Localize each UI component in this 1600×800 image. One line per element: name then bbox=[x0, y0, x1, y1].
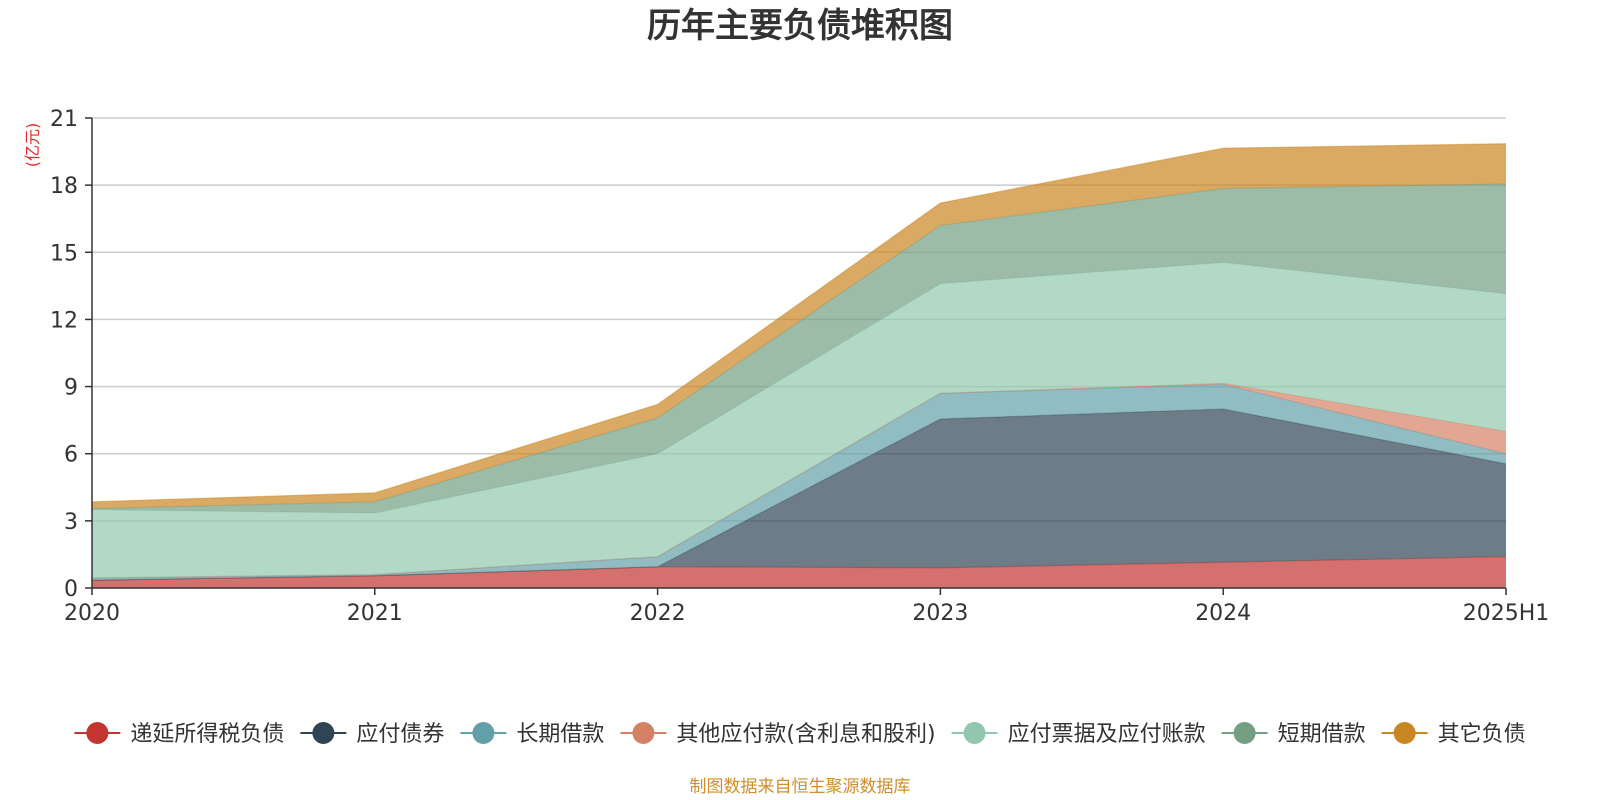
x-tick-label: 2020 bbox=[64, 601, 120, 626]
y-tick-label: 9 bbox=[64, 376, 78, 401]
area-series-layer bbox=[91, 143, 1507, 588]
legend-item[interactable]: 应付债券 bbox=[300, 722, 444, 747]
legend-dot-marker bbox=[1233, 722, 1256, 744]
chart-title: 历年主要负债堆积图 bbox=[647, 6, 953, 46]
area-series bbox=[92, 408, 1506, 581]
legend-dot-marker bbox=[472, 722, 495, 744]
area-series bbox=[92, 556, 1506, 588]
legend-item[interactable]: 其他应付款(含利息和股利) bbox=[620, 722, 936, 747]
legend-item[interactable]: 应付票据及应付账款 bbox=[951, 722, 1206, 747]
y-tick-label: 12 bbox=[50, 308, 78, 333]
legend-label: 长期借款 bbox=[516, 722, 604, 747]
x-tick-label: 2024 bbox=[1195, 601, 1251, 626]
y-tick-label: 3 bbox=[64, 510, 78, 535]
y-tick-label: 6 bbox=[64, 443, 78, 468]
axes: 0 3 6 9 12 15 18 21 2020 2021 2022 2023 2024 2025H1 bbox=[50, 107, 1549, 626]
y-axis-unit-label: (亿元) bbox=[23, 123, 42, 168]
legend-label: 应付债券 bbox=[356, 722, 444, 747]
area-series-line bbox=[91, 143, 1507, 503]
legend-dot-marker bbox=[1393, 722, 1416, 744]
legend: 递延所得税负债 应付债券 长期借款 其他应付款(含利息和股利) 应付票据及应付账款 短期借… bbox=[74, 722, 1526, 747]
x-tick-label: 2022 bbox=[630, 601, 686, 626]
legend-dot-marker bbox=[963, 722, 986, 744]
legend-dot-marker bbox=[86, 722, 109, 744]
legend-label: 其他应付款(含利息和股利) bbox=[676, 722, 935, 747]
legend-item[interactable]: 长期借款 bbox=[460, 722, 604, 747]
x-tick-label: 2025H1 bbox=[1463, 601, 1550, 626]
area-series bbox=[92, 384, 1506, 581]
y-tick-label: 18 bbox=[50, 174, 78, 199]
data-source-note: 制图数据来自恒生聚源数据库 bbox=[690, 777, 911, 797]
legend-dot-marker bbox=[312, 722, 335, 744]
legend-label: 其它负债 bbox=[1438, 722, 1526, 747]
legend-dot-marker bbox=[632, 722, 655, 744]
legend-item[interactable]: 递延所得税负债 bbox=[74, 722, 284, 747]
y-tick-label: 0 bbox=[64, 577, 78, 602]
legend-label: 应付票据及应付账款 bbox=[1008, 722, 1206, 747]
legend-label: 短期借款 bbox=[1278, 722, 1366, 747]
legend-item[interactable]: 短期借款 bbox=[1221, 722, 1366, 747]
y-tick-label: 21 bbox=[50, 107, 78, 132]
area-series bbox=[92, 143, 1506, 509]
y-tick-label: 15 bbox=[50, 241, 78, 266]
legend-item[interactable]: 其它负债 bbox=[1381, 722, 1526, 747]
area-series bbox=[92, 184, 1506, 514]
x-tick-label: 2021 bbox=[347, 601, 403, 626]
legend-label: 递延所得税负债 bbox=[130, 722, 284, 747]
x-tick-label: 2023 bbox=[912, 601, 968, 626]
area-series bbox=[92, 262, 1506, 578]
